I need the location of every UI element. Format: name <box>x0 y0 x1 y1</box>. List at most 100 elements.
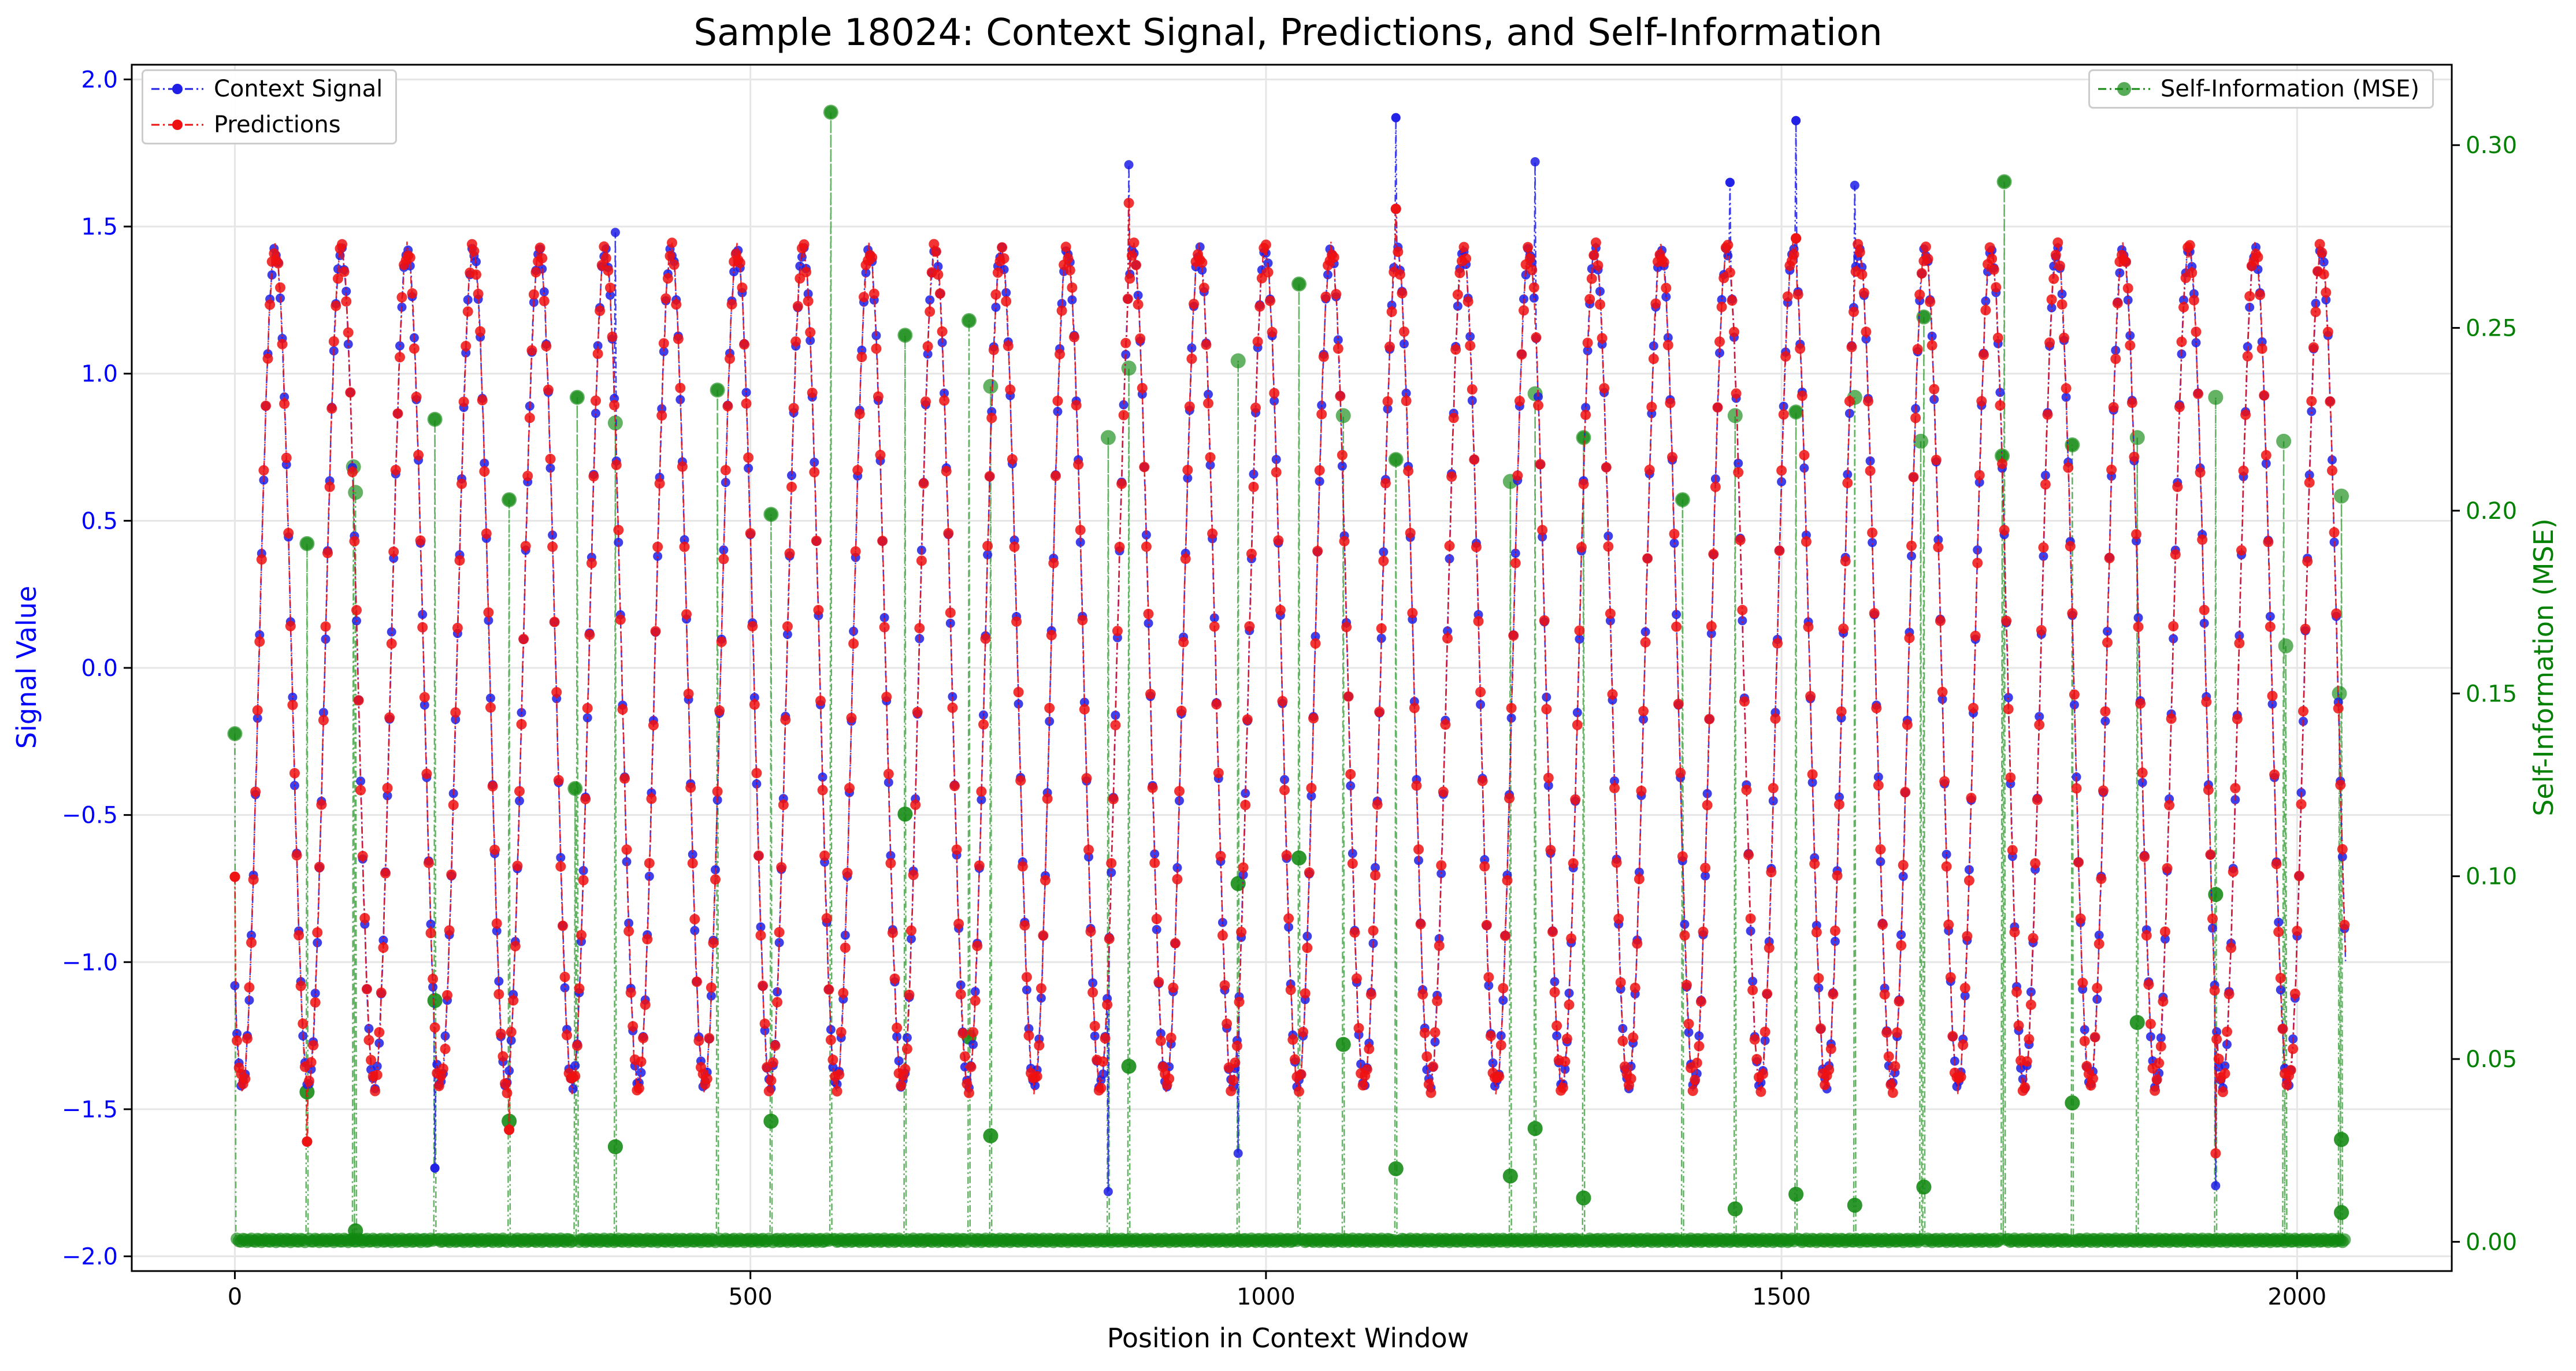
data-point <box>1391 113 1401 122</box>
data-point <box>1302 942 1313 953</box>
data-point <box>370 1086 381 1097</box>
data-point <box>1023 1030 1034 1041</box>
data-point <box>543 384 554 395</box>
data-point <box>910 800 921 810</box>
data-point <box>1578 478 1589 489</box>
data-point <box>1180 553 1191 564</box>
data-point <box>427 993 443 1008</box>
data-point <box>2230 783 2241 794</box>
data-point <box>935 288 945 299</box>
data-point <box>1648 354 1659 365</box>
data-point <box>396 292 407 303</box>
data-point <box>2077 978 2088 989</box>
data-point <box>1913 433 1929 449</box>
data-point <box>1263 267 1274 278</box>
data-point <box>1103 1187 1113 1197</box>
data-point <box>1372 799 1383 810</box>
data-point <box>1791 116 1801 125</box>
data-point <box>240 1073 251 1084</box>
data-point <box>2274 917 2284 927</box>
data-point <box>940 388 949 398</box>
data-point <box>2228 866 2239 877</box>
data-point <box>665 251 675 261</box>
data-point <box>2003 693 2013 703</box>
data-point <box>1814 983 1824 993</box>
data-point <box>2139 851 2150 862</box>
data-point <box>904 989 915 1000</box>
data-point <box>1413 844 1424 855</box>
data-point <box>520 541 531 552</box>
x-tick-label: 500 <box>728 1284 772 1310</box>
data-point <box>1102 1000 1113 1010</box>
data-point <box>2126 397 2137 408</box>
data-point <box>1807 769 1818 780</box>
data-point <box>625 987 636 998</box>
data-point <box>2226 942 2237 953</box>
data-point <box>1106 858 1117 869</box>
data-point <box>1593 260 1603 271</box>
data-point <box>361 984 372 995</box>
data-point <box>1865 456 1875 466</box>
data-point <box>2047 303 2057 313</box>
data-point <box>1908 471 1919 482</box>
data-point <box>1843 470 1853 480</box>
data-point <box>1246 548 1257 559</box>
data-point <box>242 1033 253 1044</box>
data-point <box>755 930 766 941</box>
data-point <box>1695 996 1706 1007</box>
data-point <box>433 1080 444 1091</box>
data-point <box>976 786 987 797</box>
data-point <box>970 995 981 1006</box>
data-point <box>701 1073 712 1084</box>
data-point <box>1411 780 1422 791</box>
data-point <box>1005 384 1016 395</box>
data-point <box>912 707 923 718</box>
data-point <box>811 536 822 547</box>
data-point <box>1426 1087 1437 1098</box>
data-point <box>1927 331 1937 341</box>
data-point <box>1469 454 1480 465</box>
data-point <box>706 982 717 993</box>
data-point <box>660 293 671 304</box>
data-point <box>1788 1187 1804 1202</box>
data-point <box>1056 305 1067 316</box>
data-point <box>646 793 657 804</box>
data-point <box>357 850 368 861</box>
data-point <box>461 341 472 351</box>
legend-label-predictions: Predictions <box>214 112 341 138</box>
data-point <box>1034 1040 1045 1051</box>
data-point <box>1514 396 1525 407</box>
data-point <box>2034 719 2045 730</box>
data-point <box>1123 198 1134 209</box>
data-point <box>1603 541 1614 552</box>
data-point <box>1053 407 1063 417</box>
data-point <box>1815 1023 1826 1034</box>
data-point <box>534 242 545 253</box>
data-point <box>1760 1027 1770 1037</box>
data-point <box>1935 615 1946 626</box>
data-point <box>514 786 525 797</box>
data-point <box>2276 985 2285 995</box>
data-point <box>423 857 434 868</box>
y-right-tick-label: 0.15 <box>2466 681 2517 707</box>
data-point <box>1149 857 1160 868</box>
data-point <box>510 941 521 952</box>
data-point <box>502 1087 513 1098</box>
data-point <box>549 616 560 627</box>
data-point <box>881 692 892 703</box>
data-point <box>2273 927 2284 938</box>
data-point <box>1207 528 1218 539</box>
data-point <box>949 781 960 792</box>
data-point <box>823 105 838 120</box>
data-point <box>1879 989 1890 1000</box>
data-point <box>1871 703 1882 714</box>
data-point <box>619 773 630 784</box>
data-point <box>983 378 999 394</box>
data-point <box>1960 991 1970 1001</box>
data-point <box>1048 558 1059 569</box>
data-point <box>1306 783 1317 793</box>
data-point <box>582 703 593 714</box>
data-point <box>1628 1032 1639 1043</box>
y-left-tick-label: −0.5 <box>62 802 118 829</box>
data-point <box>283 527 294 538</box>
